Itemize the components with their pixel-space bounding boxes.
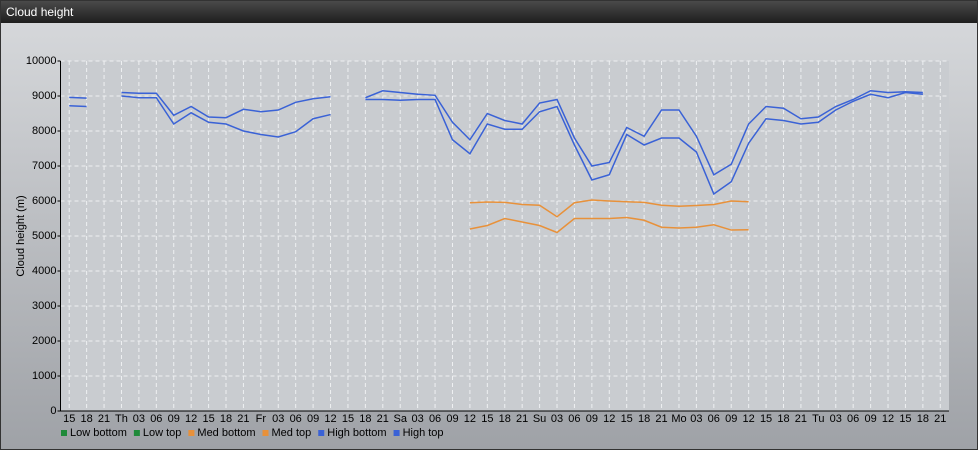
x-tick-label: 18 xyxy=(917,413,929,425)
x-tick-label: 12 xyxy=(464,413,476,425)
x-tick-label: 09 xyxy=(307,413,319,425)
x-tick-label: 06 xyxy=(290,413,302,425)
x-tick-label: 06 xyxy=(150,413,162,425)
x-tick-label: 18 xyxy=(81,413,93,425)
y-tick-label: 7000 xyxy=(32,160,56,172)
series-line xyxy=(469,216,749,234)
legend-label: High bottom xyxy=(327,427,386,439)
x-tick-label: 03 xyxy=(551,413,563,425)
x-tick-label: 21 xyxy=(655,413,667,425)
x-tick-label: Su xyxy=(533,413,546,425)
x-tick-label: 21 xyxy=(795,413,807,425)
x-tick-label: 15 xyxy=(63,413,75,425)
x-tick-label: 18 xyxy=(638,413,650,425)
x-tick-label: Th xyxy=(115,413,128,425)
legend-label: Low bottom xyxy=(70,427,127,439)
x-tick-label: 15 xyxy=(481,413,493,425)
x-tick-label: Tu xyxy=(812,413,824,425)
legend-marker xyxy=(133,430,140,436)
y-tick-label: 9000 xyxy=(32,90,56,102)
x-tick-label: 21 xyxy=(516,413,528,425)
chart: Cloud height (m) 0 1000 2000 3000 4000 5000 60… xyxy=(15,55,949,439)
x-tick-label: 21 xyxy=(98,413,110,425)
legend-marker xyxy=(393,430,400,436)
y-tick-label: 5000 xyxy=(32,230,56,242)
window-title: Cloud height xyxy=(1,1,977,23)
x-tick-label: 15 xyxy=(342,413,354,425)
x-tick-label: 06 xyxy=(568,413,580,425)
x-tick-label: 06 xyxy=(708,413,720,425)
x-tick-label: 18 xyxy=(220,413,232,425)
series-line xyxy=(69,89,923,176)
y-tick-label: 1000 xyxy=(32,370,56,382)
legend-marker xyxy=(61,430,67,436)
x-tick-label: 21 xyxy=(377,413,389,425)
y-tick-label: 8000 xyxy=(32,125,56,137)
x-tick-label: 09 xyxy=(725,413,737,425)
x-tick-label: 03 xyxy=(133,413,145,425)
x-tick-label: Mo xyxy=(671,413,686,425)
legend-marker xyxy=(262,430,269,436)
y-tick-label: 2000 xyxy=(32,335,56,347)
x-tick-label: 03 xyxy=(830,413,842,425)
x-tick-label: 12 xyxy=(743,413,755,425)
legend-label: Med top xyxy=(272,427,312,439)
x-tick-label: 03 xyxy=(272,413,284,425)
x-tick-label: 18 xyxy=(499,413,511,425)
y-tick-label: 4000 xyxy=(32,265,56,277)
x-tick-label: 21 xyxy=(237,413,249,425)
legend-marker xyxy=(318,430,325,436)
series-line xyxy=(469,199,749,218)
x-tick-label: Fr xyxy=(256,413,267,425)
x-tick-label: 06 xyxy=(847,413,859,425)
x-tick-label: 03 xyxy=(412,413,424,425)
legend-label: High top xyxy=(403,427,444,439)
y-tick-label: 10000 xyxy=(26,55,57,67)
x-tick-label: 12 xyxy=(882,413,894,425)
x-tick-label: 15 xyxy=(202,413,214,425)
x-tick-label: 09 xyxy=(864,413,876,425)
x-tick-label: 03 xyxy=(690,413,702,425)
x-tick-label: 21 xyxy=(934,413,946,425)
x-tick-label: 06 xyxy=(429,413,441,425)
y-tick-label: 3000 xyxy=(32,300,56,312)
legend-marker xyxy=(188,430,195,436)
x-tick-label: 12 xyxy=(324,413,336,425)
x-tick-label: 09 xyxy=(168,413,180,425)
y-tick-label: 0 xyxy=(50,405,56,417)
y-tick-label: 6000 xyxy=(32,195,56,207)
x-tick-label: 15 xyxy=(621,413,633,425)
x-tick-label: 09 xyxy=(586,413,598,425)
x-tick-label: 15 xyxy=(760,413,772,425)
x-tick-label: 09 xyxy=(446,413,458,425)
y-axis-label: Cloud height (m) xyxy=(15,195,27,276)
x-tick-label: Sa xyxy=(393,413,407,425)
x-tick-label: 15 xyxy=(899,413,911,425)
series-line xyxy=(69,91,923,196)
x-tick-label: 12 xyxy=(603,413,615,425)
legend-label: Med bottom xyxy=(197,427,255,439)
x-tick-label: 18 xyxy=(777,413,789,425)
x-tick-label: 18 xyxy=(359,413,371,425)
x-tick-label: 12 xyxy=(185,413,197,425)
legend-label: Low top xyxy=(143,427,182,439)
